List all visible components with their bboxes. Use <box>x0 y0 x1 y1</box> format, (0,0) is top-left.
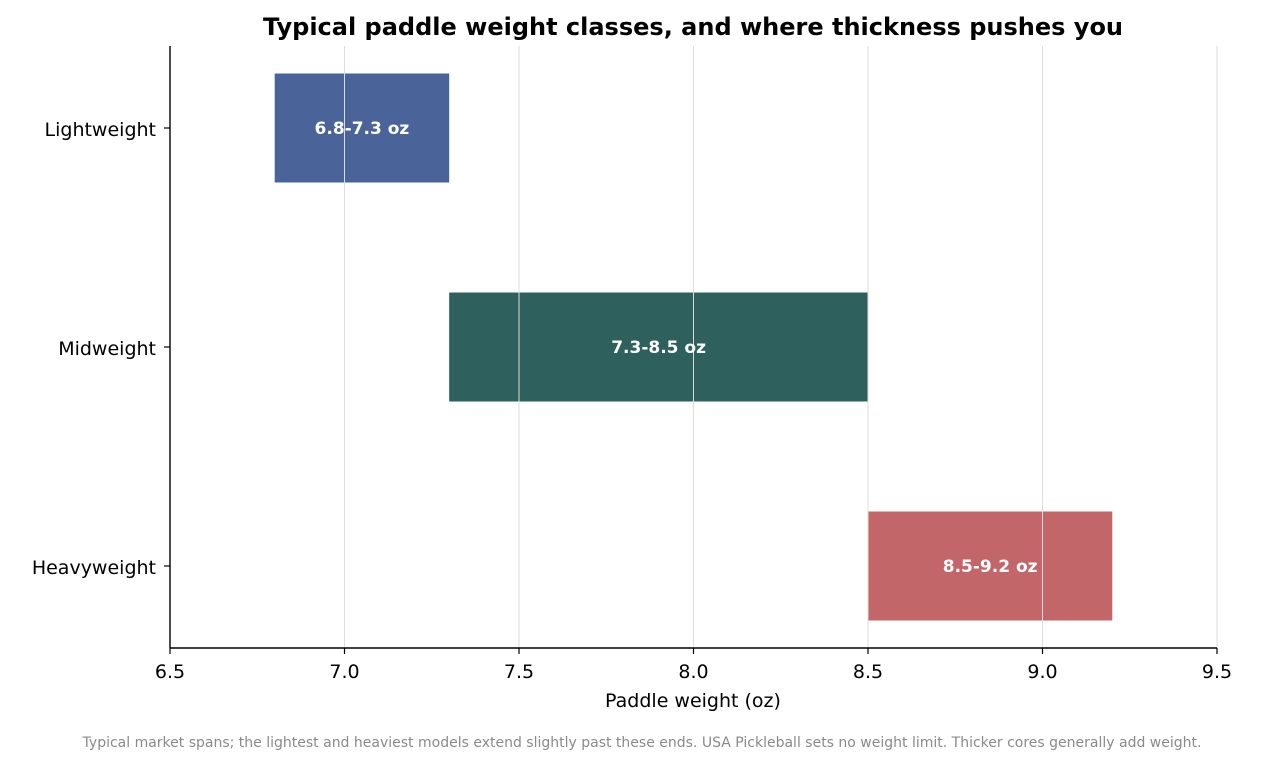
x-tick-label: 8.0 <box>678 661 708 683</box>
bar-label: 6.8-7.3 oz <box>315 119 410 139</box>
y-tick-label: Heavyweight <box>32 557 156 579</box>
x-tick-label: 6.5 <box>155 661 185 683</box>
bar-label: 7.3-8.5 oz <box>611 338 706 358</box>
y-tick-label: Lightweight <box>45 119 156 141</box>
bar-label: 8.5-9.2 oz <box>943 557 1038 577</box>
chart-title: Typical paddle weight classes, and where… <box>263 13 1123 41</box>
footnote: Typical market spans; the lightest and h… <box>82 735 1202 751</box>
x-tick-label: 7.0 <box>329 661 359 683</box>
plot-area: 6.8-7.3 oz 7.3-8.5 oz 8.5-9.2 oz 6.5 7.0 7.5 8… <box>32 46 1232 683</box>
bar-lightweight <box>274 73 450 183</box>
x-tick-label: 8.5 <box>853 661 883 683</box>
y-tick-label: Midweight <box>58 338 156 360</box>
x-axis-label: Paddle weight (oz) <box>605 690 781 712</box>
x-tick-label: 9.0 <box>1027 661 1057 683</box>
bar-heavyweight <box>868 511 1113 621</box>
x-tick-label: 9.5 <box>1202 661 1232 683</box>
x-tick-label: 7.5 <box>504 661 534 683</box>
